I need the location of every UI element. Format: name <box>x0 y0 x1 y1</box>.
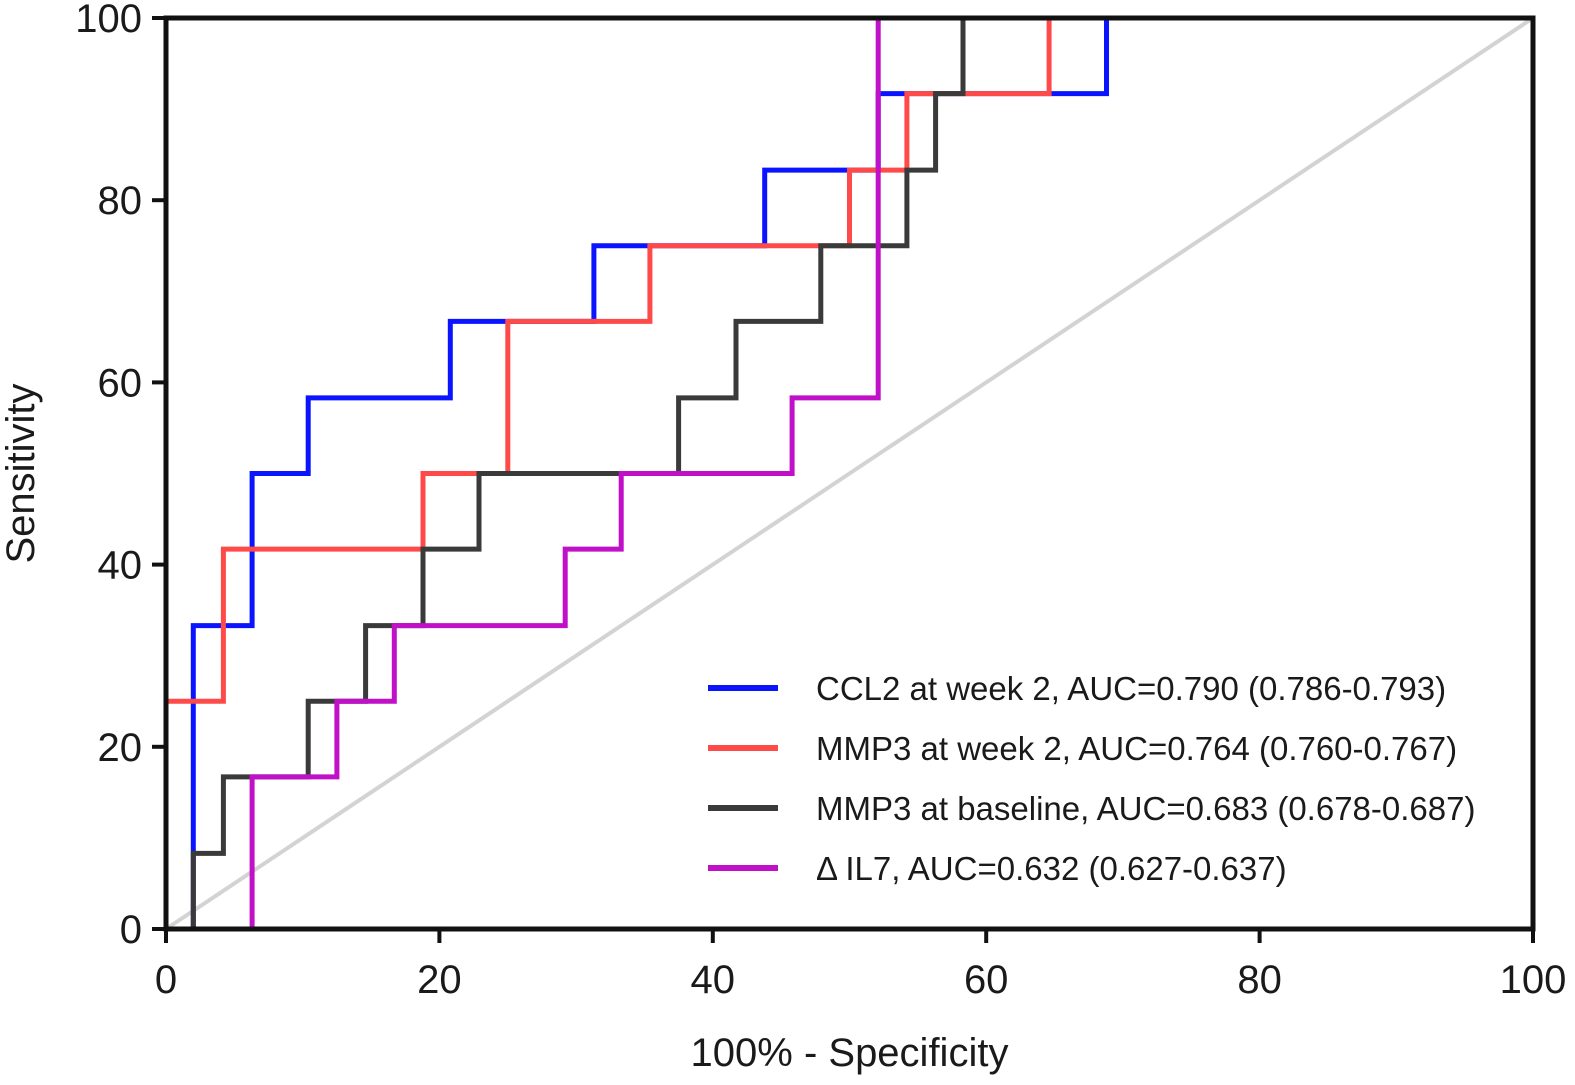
y-tick-label: 60 <box>98 361 143 405</box>
x-axis-label: 100% - Specificity <box>691 1031 1009 1075</box>
x-axis-ticks: 0 20 40 60 80 100 <box>155 929 1567 1002</box>
y-tick-label: 100 <box>75 0 142 41</box>
y-axis-label: Sensitivity <box>0 383 43 563</box>
y-axis-ticks: 0 20 40 60 80 100 <box>75 0 166 952</box>
legend: CCL2 at week 2, AUC=0.790 (0.786-0.793) M… <box>708 670 1475 887</box>
x-tick-label: 60 <box>964 958 1009 1002</box>
legend-label-4: Δ IL7, AUC=0.632 (0.627-0.637) <box>816 850 1287 887</box>
legend-label-2: MMP3 at week 2, AUC=0.764 (0.760-0.767) <box>816 730 1457 767</box>
x-tick-label: 100 <box>1500 958 1567 1002</box>
x-tick-label: 20 <box>417 958 462 1002</box>
reference-diagonal-line <box>164 16 1535 931</box>
series-line-2 <box>163 15 1533 929</box>
x-tick-label: 80 <box>1237 958 1282 1002</box>
series-layer <box>163 15 1533 932</box>
reference-line-layer <box>164 16 1535 931</box>
y-tick-label: 20 <box>98 726 143 770</box>
plot-frame <box>163 15 1536 932</box>
y-tick-label: 0 <box>120 908 142 952</box>
x-tick-label: 40 <box>691 958 736 1002</box>
y-tick-label: 40 <box>98 544 143 588</box>
legend-label-3: MMP3 at baseline, AUC=0.683 (0.678-0.687… <box>816 790 1475 827</box>
x-tick-label: 0 <box>155 958 177 1002</box>
series-line-4 <box>193 15 963 932</box>
legend-label-1: CCL2 at week 2, AUC=0.790 (0.786-0.793) <box>816 670 1446 707</box>
y-tick-label: 80 <box>98 179 143 223</box>
